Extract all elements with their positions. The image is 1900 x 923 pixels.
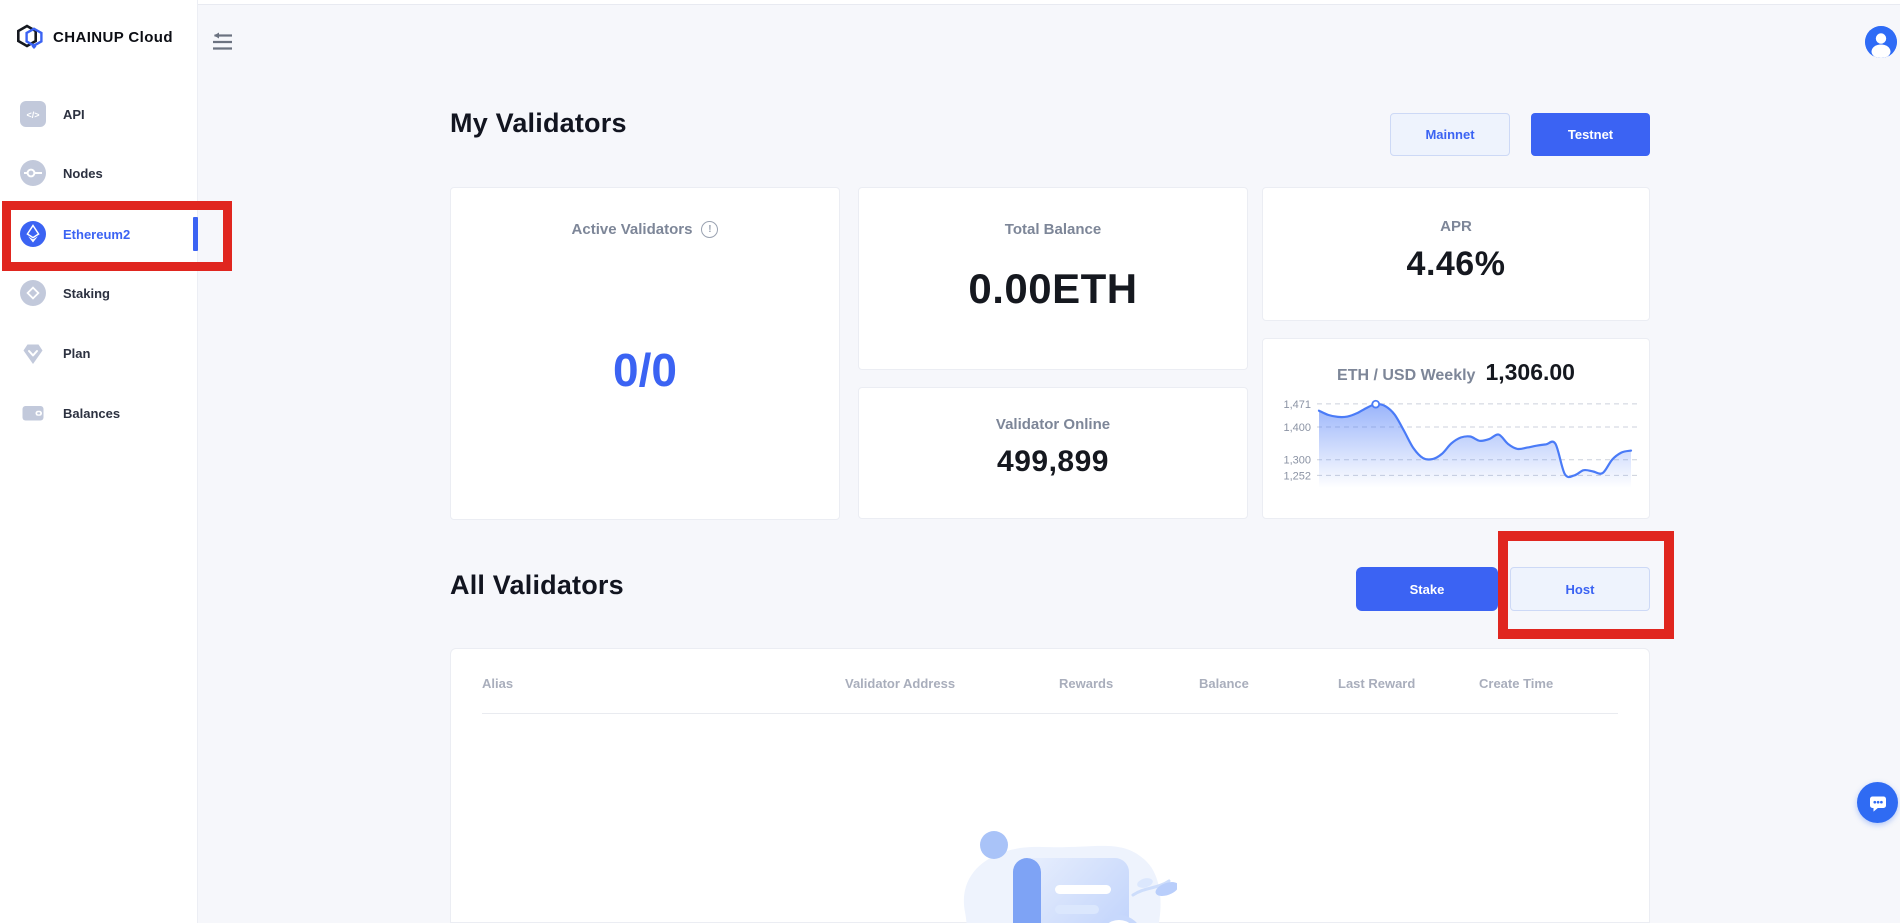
user-icon	[1865, 26, 1897, 58]
active-validators-title: Active Validators	[571, 221, 693, 238]
sidebar-item-label: Nodes	[63, 165, 103, 181]
svg-text:1,300: 1,300	[1283, 455, 1311, 467]
ethereum-icon	[20, 221, 46, 247]
total-balance-card: Total Balance 0.00ETH	[858, 187, 1248, 370]
sidebar-item-label: API	[63, 106, 85, 122]
col-header-create-time: Create Time	[1479, 676, 1554, 691]
top-divider	[0, 0, 1900, 5]
sidebar-item-label: Balances	[63, 405, 121, 421]
validator-online-value: 499,899	[997, 445, 1109, 478]
api-code-icon: </>	[20, 101, 46, 127]
staking-diamond-icon	[20, 280, 46, 306]
apr-title: APR	[1440, 218, 1472, 235]
mainnet-button[interactable]: Mainnet	[1390, 113, 1510, 156]
info-icon[interactable]: !	[701, 221, 719, 238]
sidebar-item-ethereum2[interactable]: Ethereum2	[0, 209, 198, 259]
sidebar-item-api[interactable]: </> API	[0, 89, 198, 139]
total-balance-title: Total Balance	[1004, 221, 1102, 238]
active-validators-value: 0/0	[613, 344, 677, 396]
col-header-last-reward: Last Reward	[1338, 676, 1416, 691]
all-validators-title: All Validators	[450, 570, 624, 600]
svg-text:1,471: 1,471	[1283, 399, 1311, 411]
svg-text:1,252: 1,252	[1283, 470, 1311, 482]
svg-text:</>: </>	[26, 110, 39, 120]
eth-usd-chart-card: ETH / USD Weekly 1,306.00 1,471 1,400 1,30…	[1262, 338, 1650, 519]
eth-usd-title: ETH / USD Weekly	[1337, 367, 1476, 384]
total-balance-value: 0.00ETH	[968, 265, 1138, 312]
brand-name: CHAINUP Cloud	[53, 28, 173, 46]
sidebar-item-label: Staking	[63, 285, 110, 301]
wallet-icon	[20, 400, 46, 426]
apr-card: APR 4.46%	[1262, 187, 1650, 321]
sidebar-item-nodes[interactable]: Nodes	[0, 148, 198, 198]
sidebar-item-label: Plan	[63, 345, 91, 361]
collapse-sidebar-icon[interactable]	[210, 29, 236, 55]
apr-value: 4.46%	[1406, 245, 1506, 283]
plan-shield-icon	[20, 340, 46, 366]
sidebar-item-staking[interactable]: Staking	[0, 268, 198, 318]
sidebar-item-label: Ethereum2	[63, 226, 131, 242]
svg-text:1,400: 1,400	[1283, 422, 1311, 434]
page-title: My Validators	[450, 108, 627, 138]
sidebar-item-plan[interactable]: Plan	[0, 328, 198, 378]
chainup-logo-icon	[17, 24, 43, 49]
eth-usd-value: 1,306.00	[1485, 359, 1575, 385]
host-button[interactable]: Host	[1510, 567, 1650, 611]
chat-button[interactable]	[1857, 782, 1898, 823]
nodes-icon	[20, 160, 46, 186]
testnet-button[interactable]: Testnet	[1531, 113, 1650, 156]
validator-online-title: Validator Online	[995, 416, 1111, 433]
brand-logo[interactable]: CHAINUP Cloud	[14, 22, 173, 52]
validators-table: Alias Validator Address Rewards Balance …	[450, 648, 1650, 923]
sidebar: CHAINUP Cloud </> API Nodes Ethereum2	[0, 0, 198, 923]
active-validators-card: Active Validators ! 0/0	[450, 187, 840, 520]
empty-state-illustration	[963, 831, 1177, 923]
active-indicator-bar	[193, 217, 198, 251]
user-avatar[interactable]	[1865, 26, 1897, 58]
sidebar-item-balances[interactable]: Balances	[0, 388, 198, 438]
stake-button[interactable]: Stake	[1356, 567, 1498, 611]
table-header-divider	[482, 713, 1618, 714]
chat-bubble-icon	[1869, 796, 1886, 812]
col-header-rewards: Rewards	[1059, 676, 1114, 691]
col-header-balance: Balance	[1199, 676, 1249, 691]
col-header-alias: Alias	[482, 676, 514, 691]
col-header-validator-address: Validator Address	[845, 676, 956, 691]
validator-online-card: Validator Online 499,899	[858, 387, 1248, 519]
eth-usd-chart: 1,471 1,400 1,300 1,252	[1283, 399, 1637, 488]
